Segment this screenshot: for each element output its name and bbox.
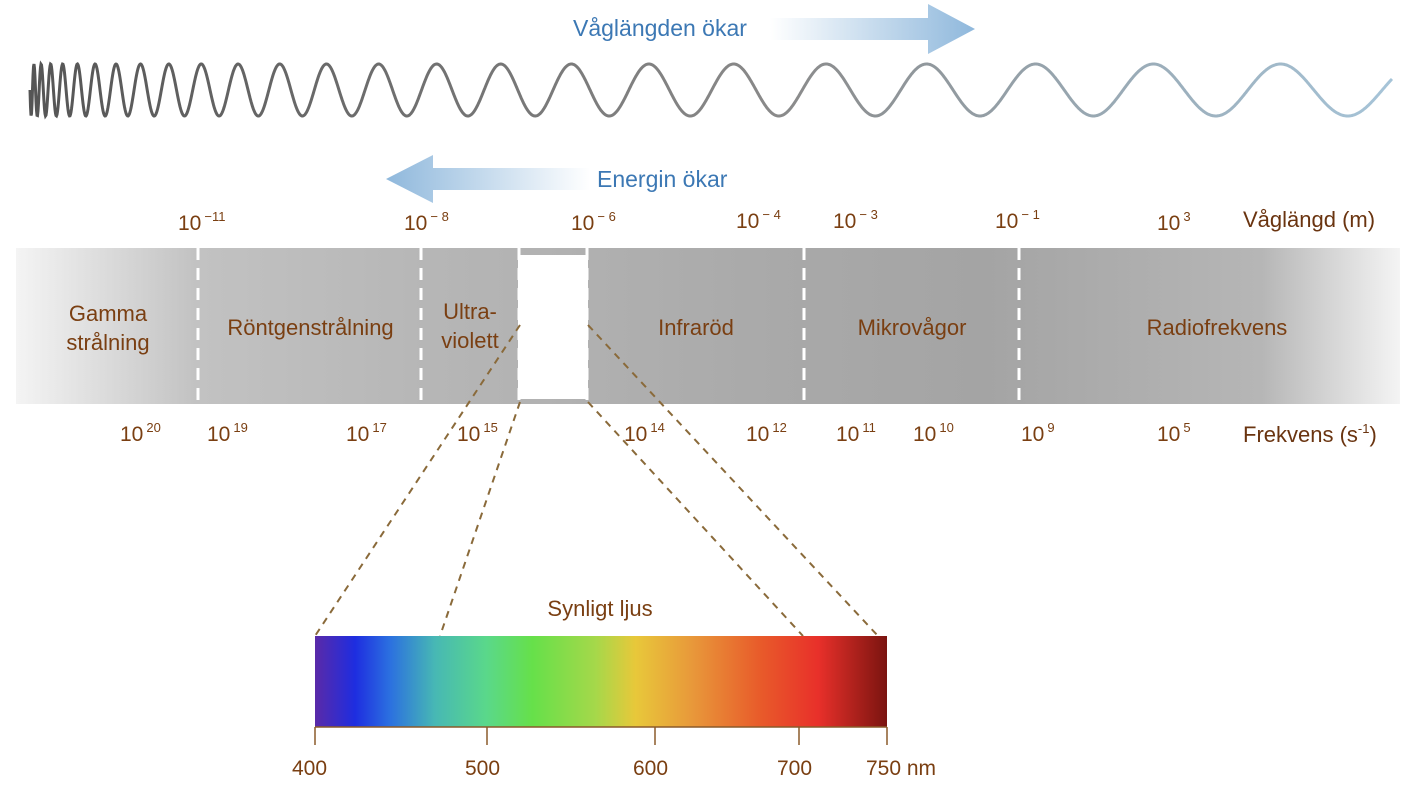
- visible-axis: [314, 726, 888, 745]
- visible-light-title: Synligt ljus: [547, 596, 653, 621]
- band-separators: [196, 248, 1021, 404]
- band-label-gamma: Gamma strålning: [66, 301, 150, 355]
- visible-tick-label: 600: [633, 757, 669, 780]
- wavelength-axis-title: Våglängd (m): [1243, 207, 1376, 232]
- zoom-line-outer-left: [314, 324, 521, 637]
- energy-increases-label: Energin ökar: [597, 166, 728, 192]
- frequency-tick: 10 17: [346, 420, 387, 446]
- zoom-line-inner-left: [439, 401, 521, 637]
- frequency-tick: 10 12: [746, 420, 787, 446]
- band-label-xray: Röntgenstrålning: [227, 315, 394, 340]
- frequency-tick: 10 11: [836, 420, 876, 446]
- wavelength-tick: 10 3: [1157, 209, 1191, 235]
- band-label-radio: Radiofrekvens: [1146, 315, 1288, 340]
- band-label-ultraviolet: Ultra-violett: [441, 299, 499, 353]
- visible-tick-label: 700: [777, 757, 813, 780]
- wavelength-tick: 10 −11: [178, 209, 226, 235]
- wavelength-tick: 10− 1: [995, 207, 1040, 233]
- zoom-lines: [314, 324, 879, 637]
- wavelength-tick: 10− 3: [833, 207, 878, 233]
- zoom-line-inner-right: [587, 324, 879, 637]
- spectrum-band: [16, 248, 1400, 404]
- visible-spectrum-bar: [315, 636, 887, 727]
- visible-tick-label: 750 nm: [866, 757, 937, 780]
- wave-illustration: [28, 60, 1394, 120]
- band-label-microwave: Mikrovågor: [857, 315, 967, 340]
- wavelength-increases-label: Våglängden ökar: [573, 15, 747, 41]
- energy-arrow-icon: [386, 155, 590, 203]
- frequency-tick: 10 19: [207, 420, 248, 446]
- frequency-tick: 10 9: [1021, 420, 1055, 446]
- wavelength-tick: 10− 8: [404, 209, 449, 235]
- frequency-tick: 10 14: [624, 420, 665, 446]
- frequency-tick: 10 5: [1157, 420, 1191, 446]
- frequency-tick: 10 20: [120, 420, 161, 446]
- band-label-infrared: Infraröd: [658, 315, 734, 340]
- frequency-axis-title: Frekvens (s-1): [1243, 421, 1377, 447]
- wavelength-tick: 10− 6: [571, 209, 616, 235]
- visible-tick-label: 400: [292, 757, 328, 780]
- frequency-tick: 10 15: [457, 420, 498, 446]
- visible-gap: [518, 255, 588, 399]
- zoom-line-outer-right: [587, 401, 804, 637]
- visible-tick-label: 500: [465, 757, 501, 780]
- wavelength-tick: 10− 4: [736, 207, 781, 233]
- frequency-tick: 10 10: [913, 420, 954, 446]
- wavelength-arrow-icon: [770, 4, 975, 54]
